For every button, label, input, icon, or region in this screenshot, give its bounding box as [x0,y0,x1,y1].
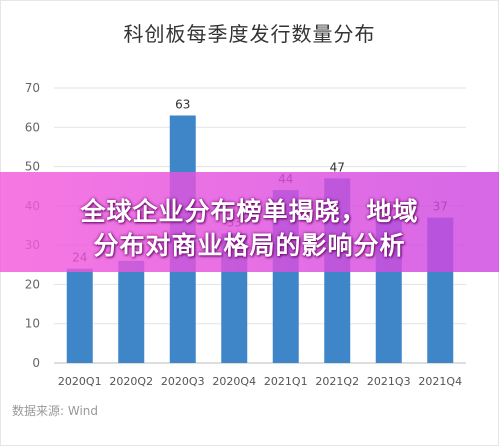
y-tick-label: 0 [32,356,40,370]
source-note: 数据来源: Wind [12,404,99,418]
y-tick-label: 10 [25,317,40,331]
x-tick-label: 2020Q3 [161,375,205,388]
x-tick-label: 2021Q3 [367,375,411,388]
y-tick-label: 60 [25,120,40,134]
bar [118,260,145,363]
overlay-banner: 全球企业分布榜单揭晓，地域 分布对商业格局的影响分析 [0,172,499,272]
x-tick-label: 2021Q1 [264,375,308,388]
x-tick-label: 2020Q4 [212,375,256,388]
x-axis-ticks: 2020Q1 2020Q2 2020Q3 2020Q4 2021Q1 2021Q2 2021… [58,375,462,388]
y-tick-label: 50 [25,160,40,174]
x-tick-label: 2021Q4 [418,375,462,388]
x-tick-label: 2020Q2 [109,375,153,388]
banner-headline-line-1: 全球企业分布榜单揭晓，地域 [80,197,419,226]
bar [66,268,93,363]
data-label: 47 [330,160,345,174]
x-tick-label: 2021Q2 [315,375,359,388]
x-tick-label: 2020Q1 [58,375,102,388]
data-label: 63 [175,98,190,112]
y-tick-label: 20 [25,277,40,291]
banner-headline-line-2: 分布对商业格局的影响分析 [93,231,406,260]
chart-title: 科创板每季度发行数量分布 [123,22,376,46]
y-tick-label: 70 [25,81,40,95]
